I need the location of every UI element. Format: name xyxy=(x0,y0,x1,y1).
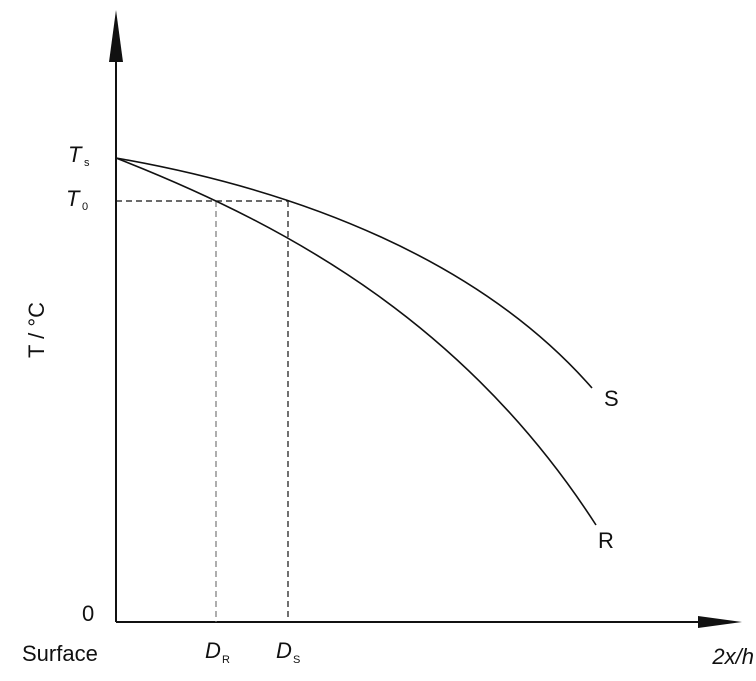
origin-label: 0 xyxy=(82,601,94,626)
x-axis xyxy=(116,616,742,628)
dr-depth-label: D R xyxy=(205,638,230,666)
ds-depth-label: D S xyxy=(276,638,300,666)
ts-level-label: T s xyxy=(68,142,90,169)
t0-level-label: T 0 xyxy=(66,186,88,213)
curve-s xyxy=(115,157,593,389)
t0-main: T xyxy=(66,186,81,211)
ts-subscript: s xyxy=(84,157,90,169)
dr-subscript: R xyxy=(222,654,230,666)
x-axis-arrowhead xyxy=(698,616,742,628)
x-axis-label: 2x/h xyxy=(711,644,754,669)
curve-r xyxy=(115,157,597,526)
y-axis-label: T / °C xyxy=(24,302,49,358)
y-axis xyxy=(109,10,123,622)
curve-r-label: R xyxy=(598,528,614,553)
dr-main: D xyxy=(205,638,221,663)
ds-subscript: S xyxy=(293,654,300,666)
t0-subscript: 0 xyxy=(82,201,88,213)
y-axis-arrowhead xyxy=(109,10,123,62)
surface-label: Surface xyxy=(22,641,98,666)
ts-main: T xyxy=(68,142,83,167)
ds-main: D xyxy=(276,638,292,663)
curve-s-label: S xyxy=(604,386,619,411)
